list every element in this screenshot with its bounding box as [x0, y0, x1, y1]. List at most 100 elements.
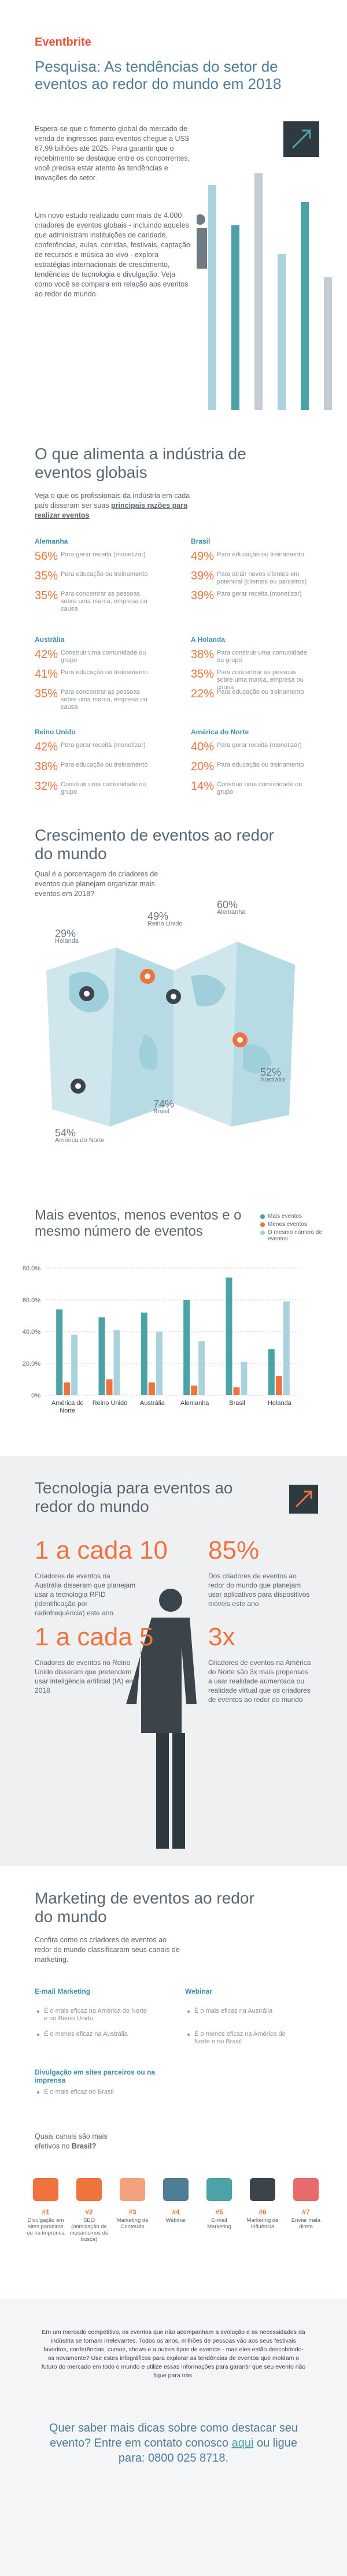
map-region: Brasil: [153, 1108, 169, 1115]
logo: Eventbrite: [35, 36, 91, 49]
person-body: [126, 1618, 197, 1733]
deco-bar: [231, 225, 239, 410]
y-tick-label: 0%: [31, 1392, 40, 1399]
reason: Para gerar receita (monetizar): [61, 742, 146, 749]
y-tick-label: 40.0%: [23, 1329, 40, 1336]
reason: Construir uma comunidade ou grupo: [217, 781, 302, 796]
channel-icon: [33, 2178, 58, 2201]
percentage: 35%: [35, 589, 58, 602]
legend-swatch: [260, 1222, 265, 1227]
pin: [71, 1079, 86, 1094]
region-name: América do Norte: [191, 728, 249, 736]
channel-bullet: É o menos eficaz na Austrália: [44, 2031, 128, 2038]
rank: #7: [302, 2208, 310, 2216]
section-title: Crescimento de eventos ao redor do mundo: [35, 826, 274, 863]
reason: Para educação ou treinamento: [217, 689, 304, 696]
section-intro: Veja o que os profissionais da indústria…: [35, 491, 191, 521]
section-title: Marketing de eventos ao redor do mundo: [35, 1889, 254, 1926]
percentage: 20%: [191, 760, 215, 773]
rank-label: Divulgação em sites parceiros ou na impr…: [27, 2217, 65, 2236]
stat-figure: 1 a cada 5: [35, 1623, 154, 1651]
bar: [156, 1332, 163, 1395]
x-tick-label: Alemanha: [180, 1400, 209, 1407]
reason: Para atrair novos clientes em potencial …: [217, 571, 307, 585]
reason: Para gerar receita (monetizar): [61, 551, 146, 558]
y-tick-label: 20.0%: [23, 1361, 40, 1367]
y-tick-label: 60.0%: [23, 1297, 40, 1304]
footer-paragraph: Em um mercado competitivo, os eventos qu…: [41, 2329, 306, 2379]
channel-icon: [120, 2178, 145, 2201]
bar: [198, 1341, 205, 1395]
map-percentage: 74%: [153, 1098, 175, 1110]
reason: Para educação ou treinamento: [61, 571, 148, 578]
contact-link[interactable]: aqui: [231, 2437, 254, 2449]
stat-text: Criadores de eventos na América do Norte…: [208, 1659, 311, 1704]
channel-icon: [206, 2178, 232, 2201]
rank-label: Marketing de Influência: [246, 2217, 279, 2230]
channel-icon: [163, 2178, 189, 2201]
arrow-icon: [291, 129, 311, 149]
map-percentage: 52%: [260, 1066, 282, 1078]
deco-bar: [278, 254, 286, 410]
section-question: Qual é a porcentagem de criadores de eve…: [35, 870, 158, 898]
channel-name: Webinar: [185, 1987, 213, 1995]
bar: [71, 1335, 78, 1395]
section-intro: Confira como os criadores de eventos ao …: [35, 1936, 180, 1964]
technology-illustration: [126, 1485, 318, 1849]
deco-bar: [254, 173, 263, 410]
map-region: Reino Unido: [147, 920, 183, 927]
reason: Para gerar receita (monetizar): [217, 590, 302, 597]
stat-text: Dos criadores de eventos ao redor do mun…: [208, 1572, 310, 1608]
bar: [64, 1382, 71, 1395]
percentage: 35%: [35, 687, 58, 700]
bar: [275, 1376, 282, 1395]
bullet-dot: [37, 2034, 39, 2036]
cta-text: Quer saber mais dicas sobre como destaca…: [49, 2422, 298, 2449]
deco-bar: [324, 277, 332, 410]
map-region: Austrália: [260, 1076, 285, 1083]
bar: [113, 1330, 120, 1395]
map-label: 74% Brasil: [153, 1098, 175, 1116]
x-tick-label: Austrália: [139, 1400, 165, 1407]
percentage: 39%: [191, 589, 215, 602]
legend: Mais eventos Menos eventos O mesmo número …: [260, 1213, 335, 1244]
intro-paragraph: Espera-se que o fomento global do mercad…: [35, 125, 190, 182]
legend-label: Mais eventos: [268, 1213, 302, 1220]
map-percentage: 54%: [55, 1127, 76, 1139]
legend-swatch: [260, 1214, 265, 1219]
channel-icon: [293, 2178, 319, 2201]
person-leg: [172, 1733, 185, 1849]
map-illustration: [46, 942, 295, 1127]
reason: Para educação ou treinamento: [61, 669, 148, 676]
map-region: América do Norte: [55, 1137, 105, 1144]
percentage: 14%: [191, 780, 215, 793]
percentage: 39%: [191, 570, 215, 582]
stat-figure: 85%: [208, 1536, 260, 1564]
legend-item: Mais eventos: [260, 1213, 335, 1220]
percentage: 22%: [191, 687, 215, 700]
deco-bar: [301, 202, 309, 410]
intro-paragraph: Um novo estudo realizado com mais de 4.0…: [35, 211, 190, 298]
bar: [233, 1387, 240, 1395]
section-title: Tecnologia para eventos ao redor do mund…: [35, 1479, 233, 1515]
intro-section: Eventbrite Pesquisa: As tendências do set…: [0, 0, 347, 416]
map-label: 29% Holanda: [55, 928, 79, 945]
rank-label: Webinar: [165, 2217, 186, 2224]
region-name: Austrália: [35, 635, 65, 644]
percentage: 40%: [191, 741, 215, 753]
channel-bullet: É o mais eficaz na Austrália: [194, 2008, 273, 2014]
bullet-dot: [187, 2034, 190, 2036]
rank-label: E-mail Marketing: [207, 2217, 231, 2230]
chart-section: 0% 20.0% 40.0% 60.0% 80.0% Mais eventos, men…: [0, 1196, 347, 1456]
map-percentage: 49%: [147, 910, 169, 922]
map-region: Alemanha: [217, 909, 246, 916]
reason: Para construir uma comunidade ou grupo: [217, 649, 307, 664]
region-name: Alemanha: [35, 537, 68, 545]
bar: [183, 1300, 190, 1395]
bar: [56, 1309, 63, 1395]
page-title: Pesquisa: As tendências do setor de even…: [35, 58, 282, 92]
map-label: 60% Alemanha: [217, 899, 246, 916]
region-name: Reino Unido: [35, 728, 76, 736]
deco-bar: [208, 185, 216, 410]
